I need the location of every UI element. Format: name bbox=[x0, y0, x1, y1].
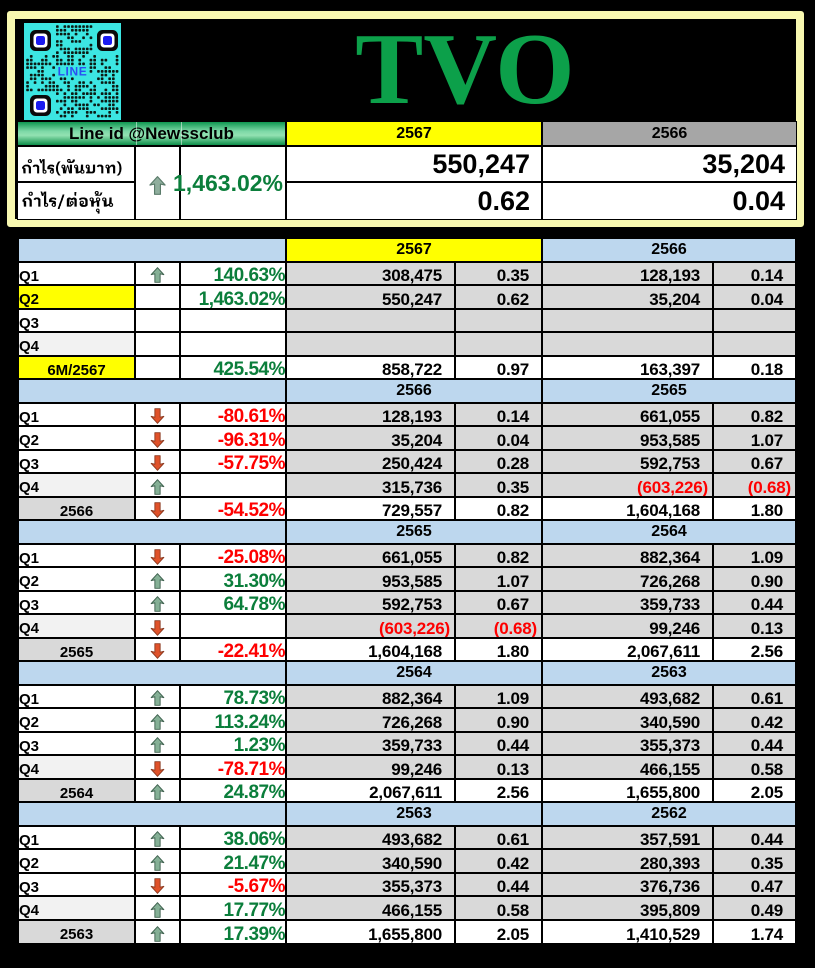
svg-text:LINE: LINE bbox=[58, 65, 88, 79]
